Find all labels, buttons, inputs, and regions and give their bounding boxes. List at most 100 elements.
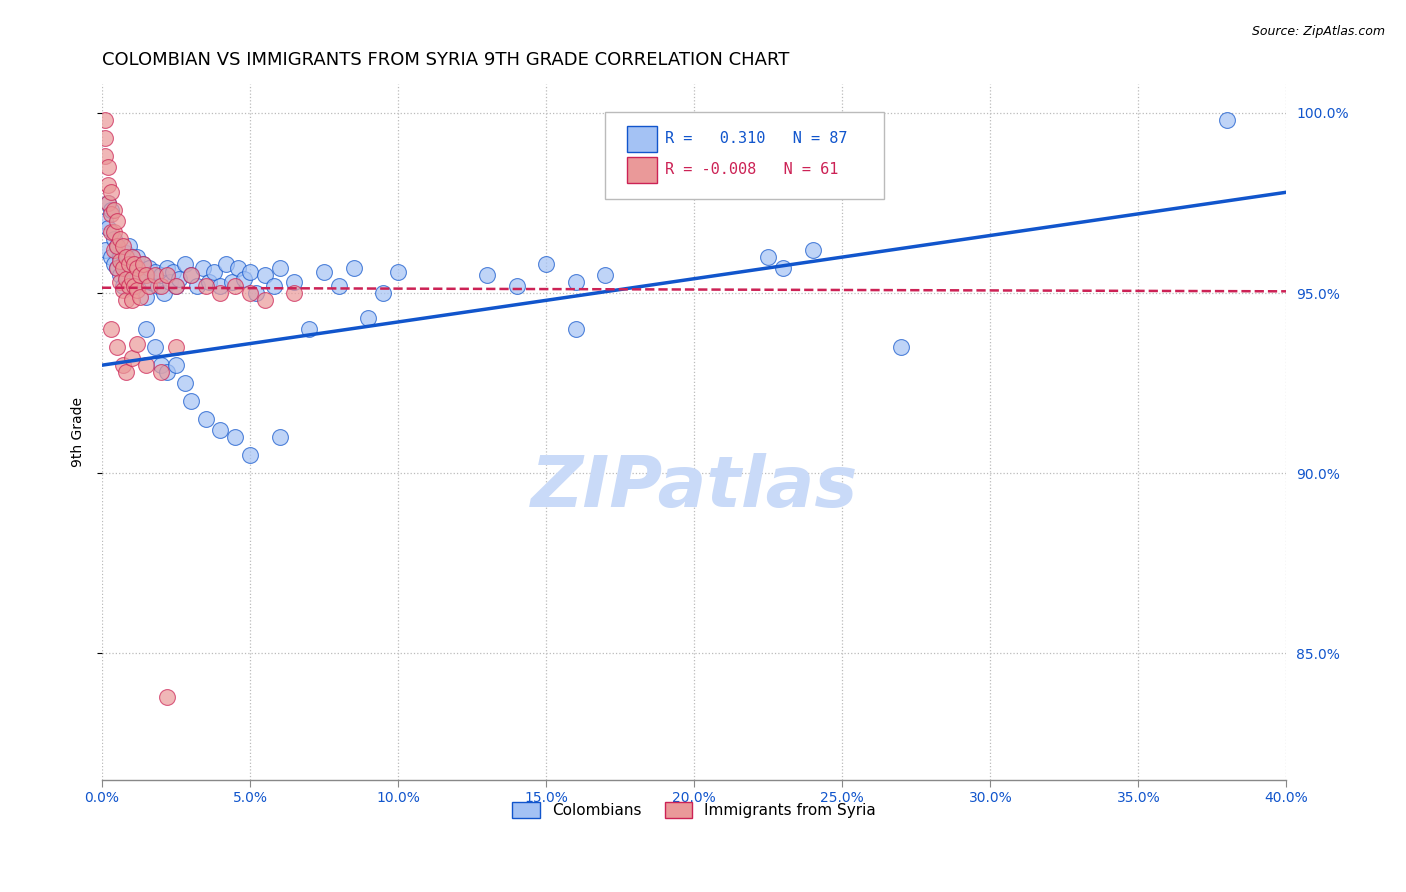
Point: [132, 257, 155, 271]
Point: [138, 279, 160, 293]
Point: [121, 293, 143, 308]
Point: [114, 246, 136, 260]
Point: [117, 239, 139, 253]
FancyBboxPatch shape: [627, 126, 658, 152]
Point: [94, 131, 117, 145]
Point: [224, 279, 246, 293]
Point: [204, 264, 226, 278]
Point: [156, 690, 179, 704]
Point: [173, 257, 195, 271]
Point: [100, 322, 122, 336]
Point: [100, 207, 122, 221]
Point: [108, 268, 131, 282]
Point: [121, 250, 143, 264]
Point: [239, 286, 262, 301]
Point: [269, 430, 291, 444]
Point: [373, 286, 395, 301]
Point: [138, 260, 160, 275]
Point: [121, 351, 143, 365]
Point: [129, 268, 152, 282]
Point: [114, 293, 136, 308]
Point: [127, 336, 149, 351]
Point: [129, 290, 152, 304]
Point: [197, 276, 219, 290]
Point: [534, 257, 557, 271]
Point: [124, 257, 146, 271]
Point: [121, 250, 143, 264]
Point: [100, 225, 122, 239]
Point: [127, 250, 149, 264]
Point: [239, 448, 262, 462]
Point: [564, 322, 586, 336]
Point: [263, 279, 285, 293]
Y-axis label: 9th Grade: 9th Grade: [72, 397, 86, 467]
Point: [127, 260, 149, 275]
Point: [111, 260, 134, 275]
Point: [180, 394, 202, 409]
Point: [215, 257, 238, 271]
Point: [167, 271, 190, 285]
Point: [186, 279, 208, 293]
Point: [233, 271, 256, 285]
Point: [135, 268, 157, 282]
Point: [111, 358, 134, 372]
Point: [239, 264, 262, 278]
Point: [165, 340, 187, 354]
Point: [117, 257, 139, 271]
Point: [114, 268, 136, 282]
Point: [94, 214, 117, 228]
Point: [191, 260, 214, 275]
Point: [108, 276, 131, 290]
Point: [111, 279, 134, 293]
Point: [94, 149, 117, 163]
Point: [328, 279, 350, 293]
Point: [226, 260, 249, 275]
Point: [97, 160, 120, 174]
Point: [150, 279, 173, 293]
Point: [772, 260, 794, 275]
Point: [135, 358, 157, 372]
Point: [475, 268, 498, 282]
Point: [103, 225, 125, 239]
Point: [209, 423, 232, 437]
Point: [387, 264, 409, 278]
Point: [141, 276, 163, 290]
Point: [143, 268, 166, 282]
Point: [132, 257, 155, 271]
Point: [890, 340, 912, 354]
Point: [245, 286, 267, 301]
FancyBboxPatch shape: [627, 157, 658, 183]
Point: [108, 232, 131, 246]
Point: [121, 271, 143, 285]
Point: [150, 268, 173, 282]
Point: [97, 196, 120, 211]
Point: [121, 276, 143, 290]
Text: R = -0.008   N = 61: R = -0.008 N = 61: [665, 162, 838, 178]
Point: [97, 221, 120, 235]
Point: [114, 250, 136, 264]
Text: ZIPatlas: ZIPatlas: [530, 453, 858, 522]
Point: [94, 113, 117, 128]
Point: [165, 279, 187, 293]
Point: [253, 268, 276, 282]
Point: [595, 268, 617, 282]
Point: [135, 268, 157, 282]
Point: [103, 243, 125, 257]
Point: [173, 376, 195, 391]
Point: [129, 268, 152, 282]
Point: [156, 260, 179, 275]
Point: [100, 250, 122, 264]
Point: [224, 430, 246, 444]
Point: [124, 279, 146, 293]
Point: [105, 239, 128, 253]
Point: [150, 365, 173, 379]
Point: [97, 196, 120, 211]
Text: Source: ZipAtlas.com: Source: ZipAtlas.com: [1251, 25, 1385, 38]
Point: [117, 279, 139, 293]
Point: [253, 293, 276, 308]
Point: [114, 365, 136, 379]
Point: [150, 358, 173, 372]
Text: COLOMBIAN VS IMMIGRANTS FROM SYRIA 9TH GRADE CORRELATION CHART: COLOMBIAN VS IMMIGRANTS FROM SYRIA 9TH G…: [101, 51, 789, 69]
Text: R =   0.310   N = 87: R = 0.310 N = 87: [665, 131, 846, 146]
Point: [801, 243, 824, 257]
